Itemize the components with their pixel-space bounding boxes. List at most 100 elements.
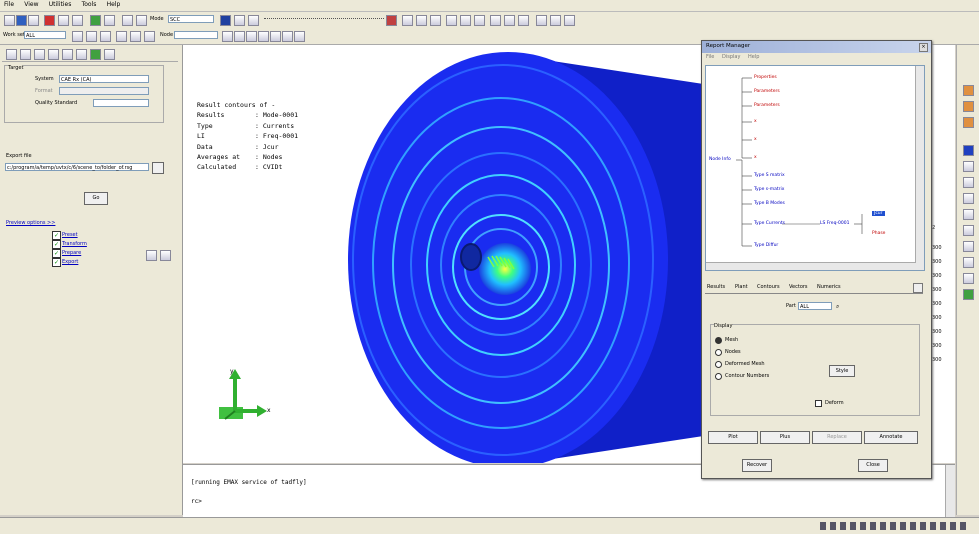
import-icon[interactable] — [20, 49, 31, 60]
tree-type-bmodes[interactable]: Type B Modes — [754, 201, 785, 206]
radio-deformed-mesh[interactable] — [715, 361, 722, 368]
target2-icon[interactable] — [234, 31, 245, 42]
tab-results[interactable]: Results — [707, 284, 726, 290]
tree-type-currents[interactable]: Type Currents — [754, 221, 786, 226]
settings-icon[interactable] — [34, 49, 45, 60]
light-icon[interactable] — [234, 15, 245, 26]
stop-icon[interactable] — [160, 250, 171, 261]
rotate-icon[interactable] — [490, 15, 501, 26]
export-label[interactable]: Export — [62, 259, 79, 265]
tree-node-x1[interactable]: x — [754, 119, 757, 124]
copy-icon[interactable] — [122, 15, 133, 26]
tabs-scroll-icon[interactable] — [913, 283, 923, 293]
preview-options-link[interactable]: Preview options >> — [6, 220, 56, 226]
pointer-icon[interactable] — [248, 15, 259, 26]
target5-icon[interactable] — [270, 31, 281, 42]
rm-close-icon[interactable]: × — [919, 43, 928, 52]
tree-icon[interactable] — [48, 49, 59, 60]
export-path-field[interactable]: c:/program/a/temp/uvtx/c/6/scene_to/fold… — [5, 163, 149, 171]
select-icon[interactable] — [86, 31, 97, 42]
tool-f-icon[interactable] — [963, 177, 974, 188]
tool-d-icon[interactable] — [963, 145, 974, 156]
close-button[interactable]: Close — [858, 459, 888, 472]
report-icon[interactable] — [90, 49, 101, 60]
node-field[interactable] — [174, 31, 218, 39]
annotate-button[interactable]: Annotate — [864, 431, 918, 444]
export-checkbox[interactable]: ✓ — [52, 258, 61, 267]
zoom-box-icon[interactable] — [474, 15, 485, 26]
mesh-icon[interactable] — [90, 15, 101, 26]
rm-menu-display[interactable]: Display — [721, 54, 741, 60]
tree-node-x3[interactable]: x — [754, 155, 757, 160]
tool-m-icon[interactable] — [963, 289, 974, 300]
rm-tree-hscroll[interactable] — [706, 262, 916, 270]
radio-mesh[interactable] — [715, 337, 722, 344]
system-select[interactable]: CAE Rx (CA) — [59, 75, 149, 83]
plot-icon[interactable] — [62, 49, 73, 60]
deform-checkbox[interactable] — [815, 400, 822, 407]
pencil-icon[interactable] — [76, 49, 87, 60]
go-button[interactable]: Go — [84, 192, 108, 205]
target4-icon[interactable] — [258, 31, 269, 42]
tree-node-properties[interactable]: Properties — [754, 75, 777, 80]
radio-nodes[interactable] — [715, 349, 722, 356]
tree-type-smatrix2[interactable]: Type s-matrix — [754, 187, 785, 192]
tool-g-icon[interactable] — [963, 193, 974, 204]
fit-icon[interactable] — [416, 15, 427, 26]
tool-b-icon[interactable] — [963, 101, 974, 112]
frame-icon[interactable] — [402, 15, 413, 26]
tree-node-x2[interactable]: x — [754, 137, 757, 142]
part-binoculars-icon[interactable]: ⌕ — [836, 303, 840, 310]
target-icon[interactable] — [222, 31, 233, 42]
rm-menu-file[interactable]: File — [706, 54, 715, 60]
quality-select[interactable] — [93, 99, 149, 107]
list-icon[interactable] — [116, 31, 127, 42]
tree-leaf-phase[interactable]: Phase — [872, 231, 886, 236]
tree-root-node[interactable]: Node Info — [709, 157, 731, 162]
target7-icon[interactable] — [294, 31, 305, 42]
tool-c-icon[interactable] — [963, 117, 974, 128]
tree-leaf-jcur[interactable]: Jcur — [872, 211, 885, 216]
pan-icon[interactable] — [504, 15, 515, 26]
tool-e-icon[interactable] — [963, 161, 974, 172]
orbit-icon[interactable] — [518, 15, 529, 26]
prepare-label[interactable]: Prepare — [62, 250, 82, 256]
plot-button[interactable]: Plot — [708, 431, 758, 444]
tool-j-icon[interactable] — [963, 241, 974, 252]
prepare-checkbox[interactable]: ✓ — [52, 249, 61, 258]
run-icon[interactable] — [146, 250, 157, 261]
tool-a-icon[interactable] — [963, 85, 974, 96]
preset-label[interactable]: Preset — [62, 232, 78, 238]
grid-icon[interactable] — [104, 15, 115, 26]
box-icon[interactable] — [430, 15, 441, 26]
move-icon[interactable] — [144, 31, 155, 42]
zoom-out-icon[interactable] — [460, 15, 471, 26]
mode-field[interactable]: SCC — [168, 15, 214, 23]
transform-label[interactable]: Transform — [62, 241, 87, 247]
record-icon[interactable] — [44, 15, 55, 26]
tree-type-diffur[interactable]: Type Diffur — [754, 243, 779, 248]
tool-h-icon[interactable] — [963, 209, 974, 220]
replace-button[interactable]: Replace — [812, 431, 862, 444]
tree-node-param-2[interactable]: Parameters — [754, 103, 780, 108]
view-side-icon[interactable] — [550, 15, 561, 26]
tab-plant[interactable]: Plant — [735, 284, 748, 290]
tree-node-param-1[interactable]: Parameters — [754, 89, 780, 94]
recover-button[interactable]: Recover — [742, 459, 772, 472]
menu-help[interactable]: Help — [106, 1, 121, 8]
tree-type-smatrix[interactable]: Type S matrix — [754, 173, 785, 178]
browse-button[interactable] — [152, 162, 164, 174]
workset-select[interactable]: ALL — [24, 31, 66, 39]
filter-icon[interactable] — [72, 31, 83, 42]
style-button[interactable]: Style — [829, 365, 855, 377]
tab-numerics[interactable]: Numerics — [817, 284, 841, 290]
radio-contour-numbers[interactable] — [715, 373, 722, 380]
menu-file[interactable]: File — [4, 1, 15, 8]
target3-icon[interactable] — [246, 31, 257, 42]
tool-i-icon[interactable] — [963, 225, 974, 236]
transform-checkbox[interactable]: ✓ — [52, 240, 61, 249]
plus-button[interactable]: Plus — [760, 431, 810, 444]
tool-l-icon[interactable] — [963, 273, 974, 284]
binoculars-icon[interactable] — [130, 31, 141, 42]
format-select[interactable] — [59, 87, 149, 95]
